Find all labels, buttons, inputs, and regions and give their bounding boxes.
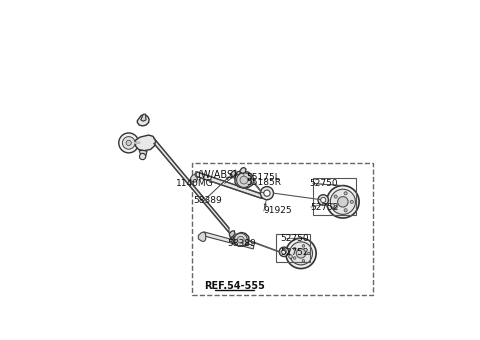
- Text: 58389: 58389: [228, 239, 256, 248]
- Polygon shape: [141, 114, 146, 121]
- Circle shape: [240, 176, 248, 184]
- Bar: [192, 163, 373, 295]
- Circle shape: [308, 252, 310, 255]
- Circle shape: [344, 209, 347, 212]
- Circle shape: [282, 250, 286, 254]
- Circle shape: [140, 153, 146, 160]
- Circle shape: [326, 186, 359, 218]
- Polygon shape: [139, 150, 147, 155]
- Circle shape: [237, 173, 251, 187]
- Circle shape: [293, 248, 296, 250]
- Polygon shape: [230, 170, 236, 177]
- Polygon shape: [229, 231, 235, 238]
- Circle shape: [321, 197, 326, 203]
- Circle shape: [122, 137, 135, 149]
- Text: 52750: 52750: [309, 179, 337, 188]
- Circle shape: [289, 242, 312, 265]
- Circle shape: [337, 197, 348, 207]
- Polygon shape: [198, 232, 206, 242]
- Circle shape: [286, 238, 316, 269]
- Polygon shape: [240, 168, 246, 173]
- Circle shape: [318, 195, 328, 205]
- Circle shape: [293, 257, 296, 259]
- Circle shape: [238, 236, 244, 243]
- Polygon shape: [236, 171, 240, 175]
- Text: REF.54-555: REF.54-555: [204, 282, 264, 291]
- Circle shape: [330, 204, 335, 208]
- Polygon shape: [135, 135, 156, 151]
- Text: 1140MG: 1140MG: [177, 179, 214, 188]
- Text: 52752: 52752: [310, 203, 339, 211]
- Text: 55185R: 55185R: [246, 178, 281, 187]
- Text: 55175L: 55175L: [246, 173, 280, 182]
- Bar: [313, 178, 356, 215]
- Circle shape: [302, 244, 305, 247]
- Polygon shape: [191, 174, 198, 182]
- Circle shape: [302, 259, 305, 262]
- Polygon shape: [196, 172, 262, 199]
- Text: 58389: 58389: [193, 196, 222, 205]
- Bar: [276, 234, 310, 262]
- Circle shape: [330, 189, 355, 215]
- Circle shape: [264, 190, 270, 196]
- Polygon shape: [235, 171, 254, 188]
- Text: 52752: 52752: [280, 248, 309, 257]
- Circle shape: [260, 187, 274, 200]
- Circle shape: [234, 233, 247, 246]
- Circle shape: [119, 133, 139, 153]
- Circle shape: [288, 255, 292, 258]
- Circle shape: [334, 195, 337, 198]
- Text: 52750: 52750: [280, 234, 309, 243]
- Circle shape: [350, 200, 353, 203]
- Circle shape: [296, 249, 306, 258]
- Circle shape: [334, 205, 337, 209]
- Text: 91925: 91925: [263, 206, 292, 216]
- Polygon shape: [204, 232, 254, 249]
- Polygon shape: [154, 138, 229, 233]
- Polygon shape: [233, 233, 249, 246]
- Text: (W/ABS): (W/ABS): [198, 169, 238, 179]
- Polygon shape: [137, 115, 149, 126]
- Circle shape: [279, 247, 288, 256]
- Circle shape: [344, 192, 347, 195]
- Circle shape: [126, 140, 132, 146]
